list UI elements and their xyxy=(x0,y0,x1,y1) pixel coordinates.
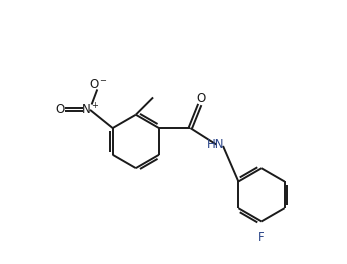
Text: HN: HN xyxy=(208,138,225,151)
Text: O: O xyxy=(56,103,65,116)
Text: O$^-$: O$^-$ xyxy=(89,78,108,91)
Text: F: F xyxy=(258,231,265,244)
Text: O: O xyxy=(197,92,206,105)
Text: N$^+$: N$^+$ xyxy=(81,102,99,117)
